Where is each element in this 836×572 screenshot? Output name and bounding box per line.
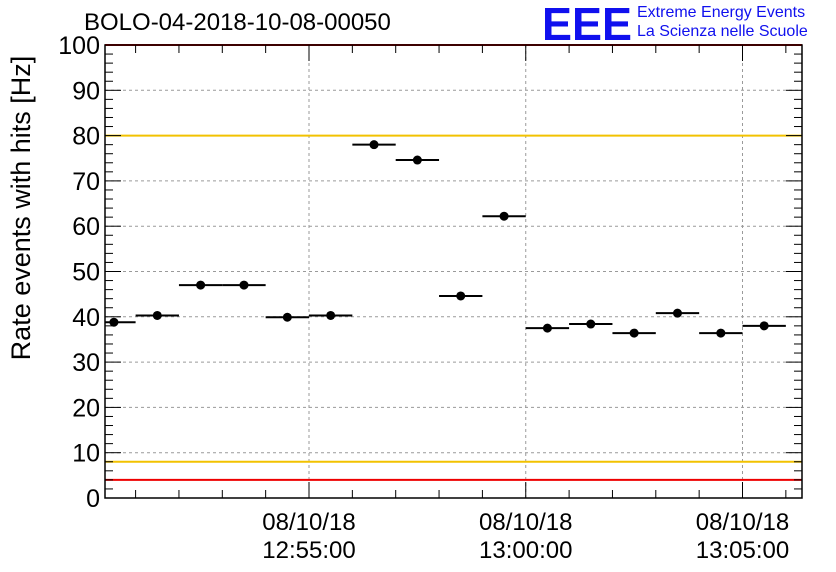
eee-logo: EEE <box>542 2 632 46</box>
grid-layer <box>105 45 802 498</box>
x-tick-label-date: 08/10/18 <box>479 509 572 536</box>
data-point <box>716 328 726 338</box>
y-tick-label: 10 <box>72 440 100 468</box>
y-tick-label: 80 <box>72 123 100 151</box>
data-point <box>586 319 596 329</box>
data-point <box>196 280 206 290</box>
reference-lines <box>105 44 802 481</box>
y-axis-label: Rate events with hits [Hz] <box>6 56 36 361</box>
data-point <box>369 140 379 150</box>
data-point <box>629 328 639 338</box>
x-tick-label-time: 13:05:00 <box>696 537 789 564</box>
data-point <box>282 312 292 322</box>
data-point <box>456 291 466 301</box>
data-point <box>326 310 336 320</box>
y-tick-label: 20 <box>72 394 100 422</box>
x-tick-label-date: 08/10/18 <box>262 509 355 536</box>
x-tick-label-date: 08/10/18 <box>696 509 789 536</box>
data-point <box>152 310 162 320</box>
data-point <box>239 280 249 290</box>
y-tick-label: 30 <box>72 349 100 377</box>
y-tick-label: 40 <box>72 304 100 332</box>
x-tick-label-time: 13:00:00 <box>479 537 572 564</box>
data-points <box>105 140 786 338</box>
data-point <box>109 317 119 327</box>
data-point <box>412 155 422 165</box>
logo-caption-line2: La Scienza nelle Scuole <box>637 23 808 40</box>
data-point <box>759 321 769 331</box>
data-point <box>542 323 552 333</box>
axes: 010203040506070809010008/10/1812:55:0008… <box>58 32 803 564</box>
y-tick-label: 90 <box>72 77 100 105</box>
y-tick-label: 100 <box>58 32 100 60</box>
y-tick-label: 70 <box>72 168 100 196</box>
data-point <box>672 308 682 318</box>
eee-logo-text: EEE <box>542 2 632 46</box>
data-point <box>499 211 509 221</box>
logo-caption: Extreme Energy Events La Scienza nelle S… <box>637 3 808 41</box>
y-tick-label: 60 <box>72 213 100 241</box>
y-tick-label: 50 <box>72 259 100 287</box>
x-tick-label-time: 12:55:00 <box>262 537 355 564</box>
run-title: BOLO-04-2018-10-08-00050 <box>84 9 391 36</box>
y-tick-label: 0 <box>86 485 100 513</box>
logo-caption-line1: Extreme Energy Events <box>637 4 806 21</box>
